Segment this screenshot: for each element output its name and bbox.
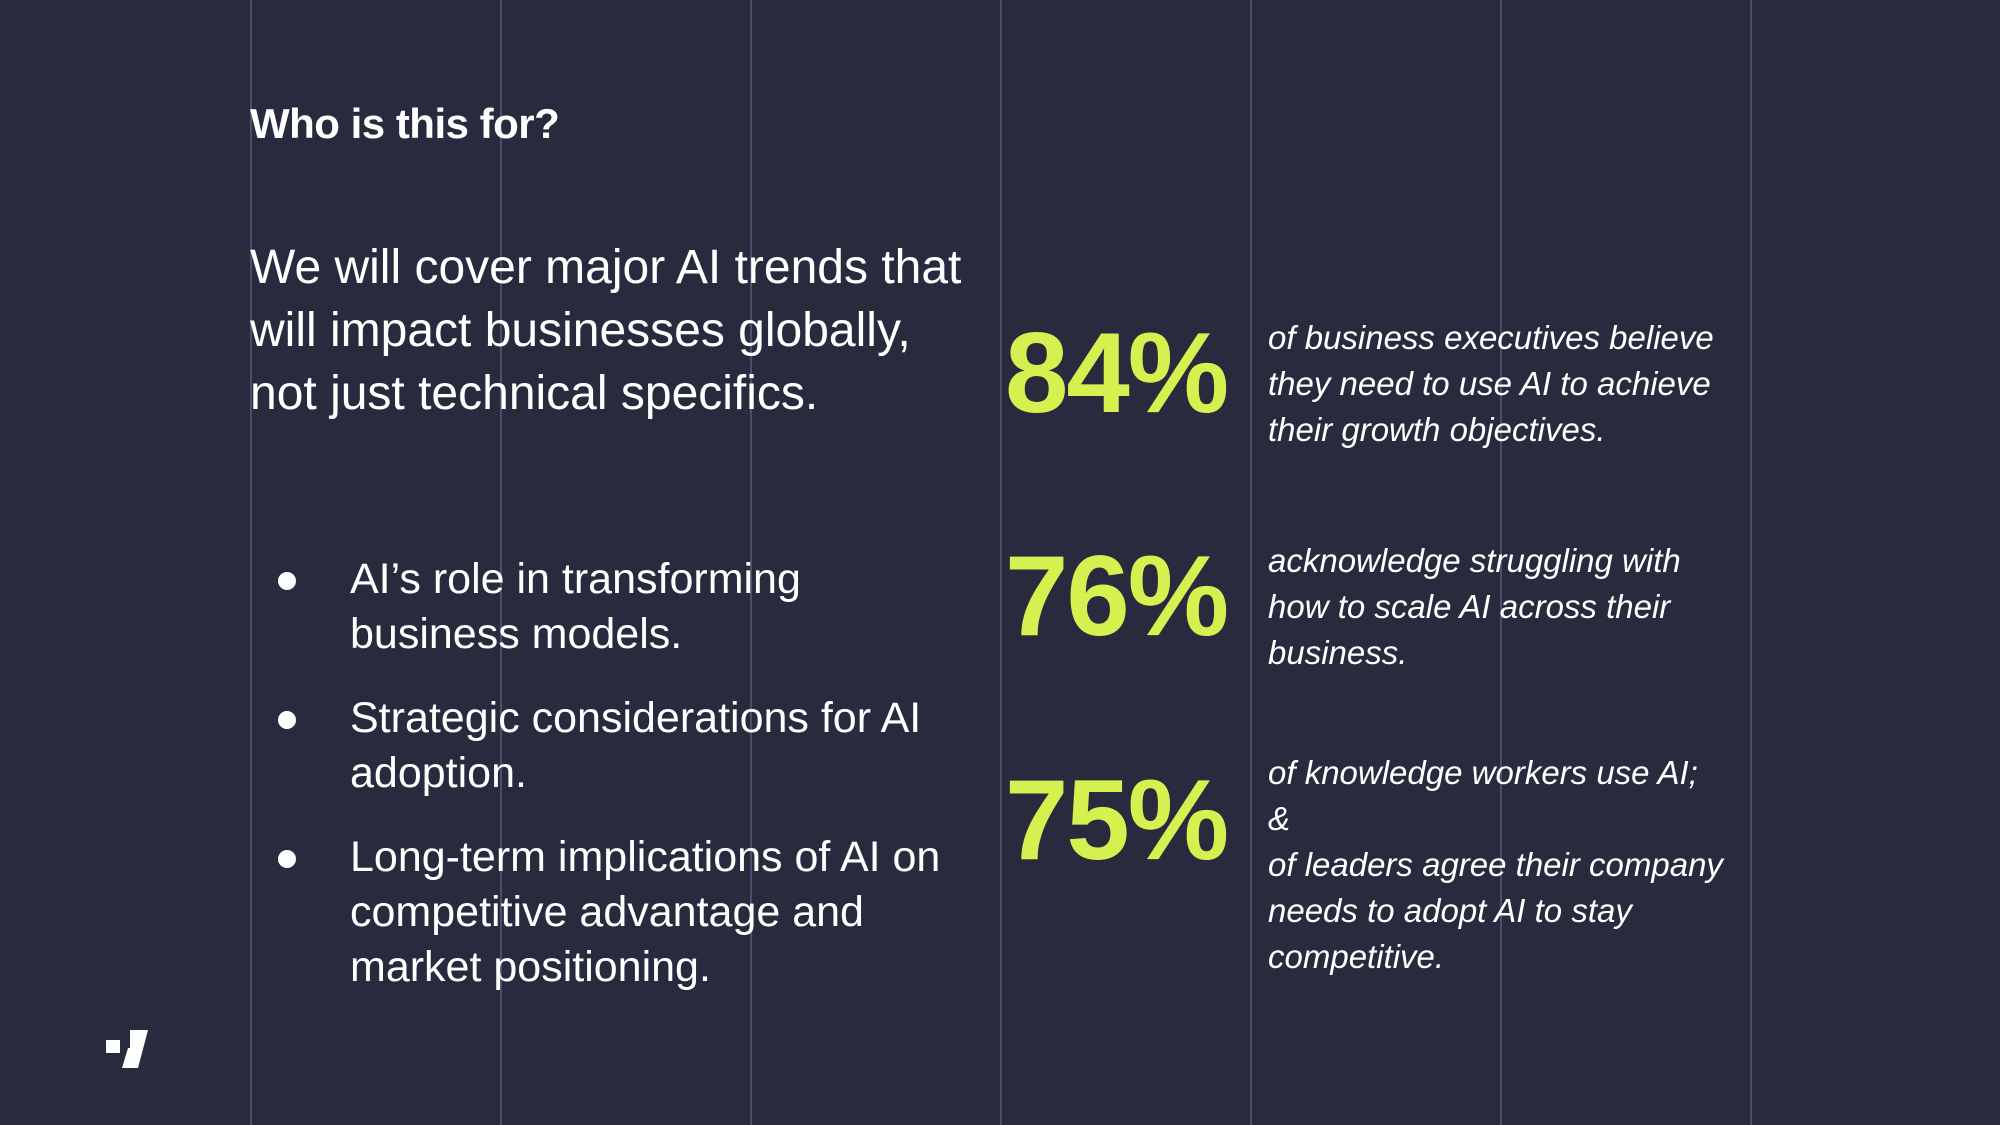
bullet-text: Strategic considerations for AI adoption… xyxy=(350,694,922,797)
stat-description-line: acknowledge struggling with xyxy=(1268,542,1681,579)
bullet-list: AI’s role in transforming business model… xyxy=(250,552,970,1024)
stat-description-line: of leaders agree their company xyxy=(1268,846,1723,883)
grid-line xyxy=(1500,0,1502,1125)
grid-line xyxy=(500,0,502,1125)
stat-block: 84% of business executives believe they … xyxy=(1005,315,1765,515)
stat-value: 84% xyxy=(1005,310,1229,437)
grid-line xyxy=(250,0,252,1125)
grid-line xyxy=(1750,0,1752,1125)
stat-value: 76% xyxy=(1005,533,1229,660)
stat-description-line: their growth objectives. xyxy=(1268,411,1606,448)
brand-logo-icon xyxy=(106,1030,148,1068)
stat-description-line: business. xyxy=(1268,634,1408,671)
bullet-dot-icon xyxy=(278,572,296,590)
bullet-item: Strategic considerations for AI adoption… xyxy=(250,691,970,801)
grid-line xyxy=(750,0,752,1125)
stat-description-line: of business executives believe xyxy=(1268,319,1714,356)
section-heading: Who is this for? xyxy=(250,100,560,147)
stat-description-line: & xyxy=(1268,800,1291,837)
bullet-dot-icon xyxy=(278,711,296,729)
grid-line xyxy=(1250,0,1252,1125)
bullet-item: AI’s role in transforming business model… xyxy=(250,552,970,662)
stat-block: 75% of knowledge workers use AI; & of le… xyxy=(1005,750,1765,1010)
grid-line xyxy=(1000,0,1002,1125)
stat-description: acknowledge struggling with how to scale… xyxy=(1268,538,1758,676)
bullet-item: Long-term implications of AI on competit… xyxy=(250,830,970,995)
stat-description: of knowledge workers use AI; & of leader… xyxy=(1268,750,1758,980)
stat-description: of business executives believe they need… xyxy=(1268,315,1758,453)
stat-description-line: needs to adopt AI to stay xyxy=(1268,892,1632,929)
stat-description-line: of knowledge workers use AI; xyxy=(1268,754,1698,791)
stat-description-line: they need to use AI to achieve xyxy=(1268,365,1711,402)
bullet-text: Long-term implications of AI on competit… xyxy=(350,833,941,991)
bullet-dot-icon xyxy=(278,850,296,868)
stat-description-line: how to scale AI across their xyxy=(1268,588,1671,625)
bullet-text: AI’s role in transforming business model… xyxy=(350,555,801,658)
stat-value: 75% xyxy=(1005,757,1229,884)
intro-text: We will cover major AI trends that will … xyxy=(250,241,962,420)
stat-description-line: competitive. xyxy=(1268,938,1445,975)
stat-block: 76% acknowledge struggling with how to s… xyxy=(1005,538,1765,738)
